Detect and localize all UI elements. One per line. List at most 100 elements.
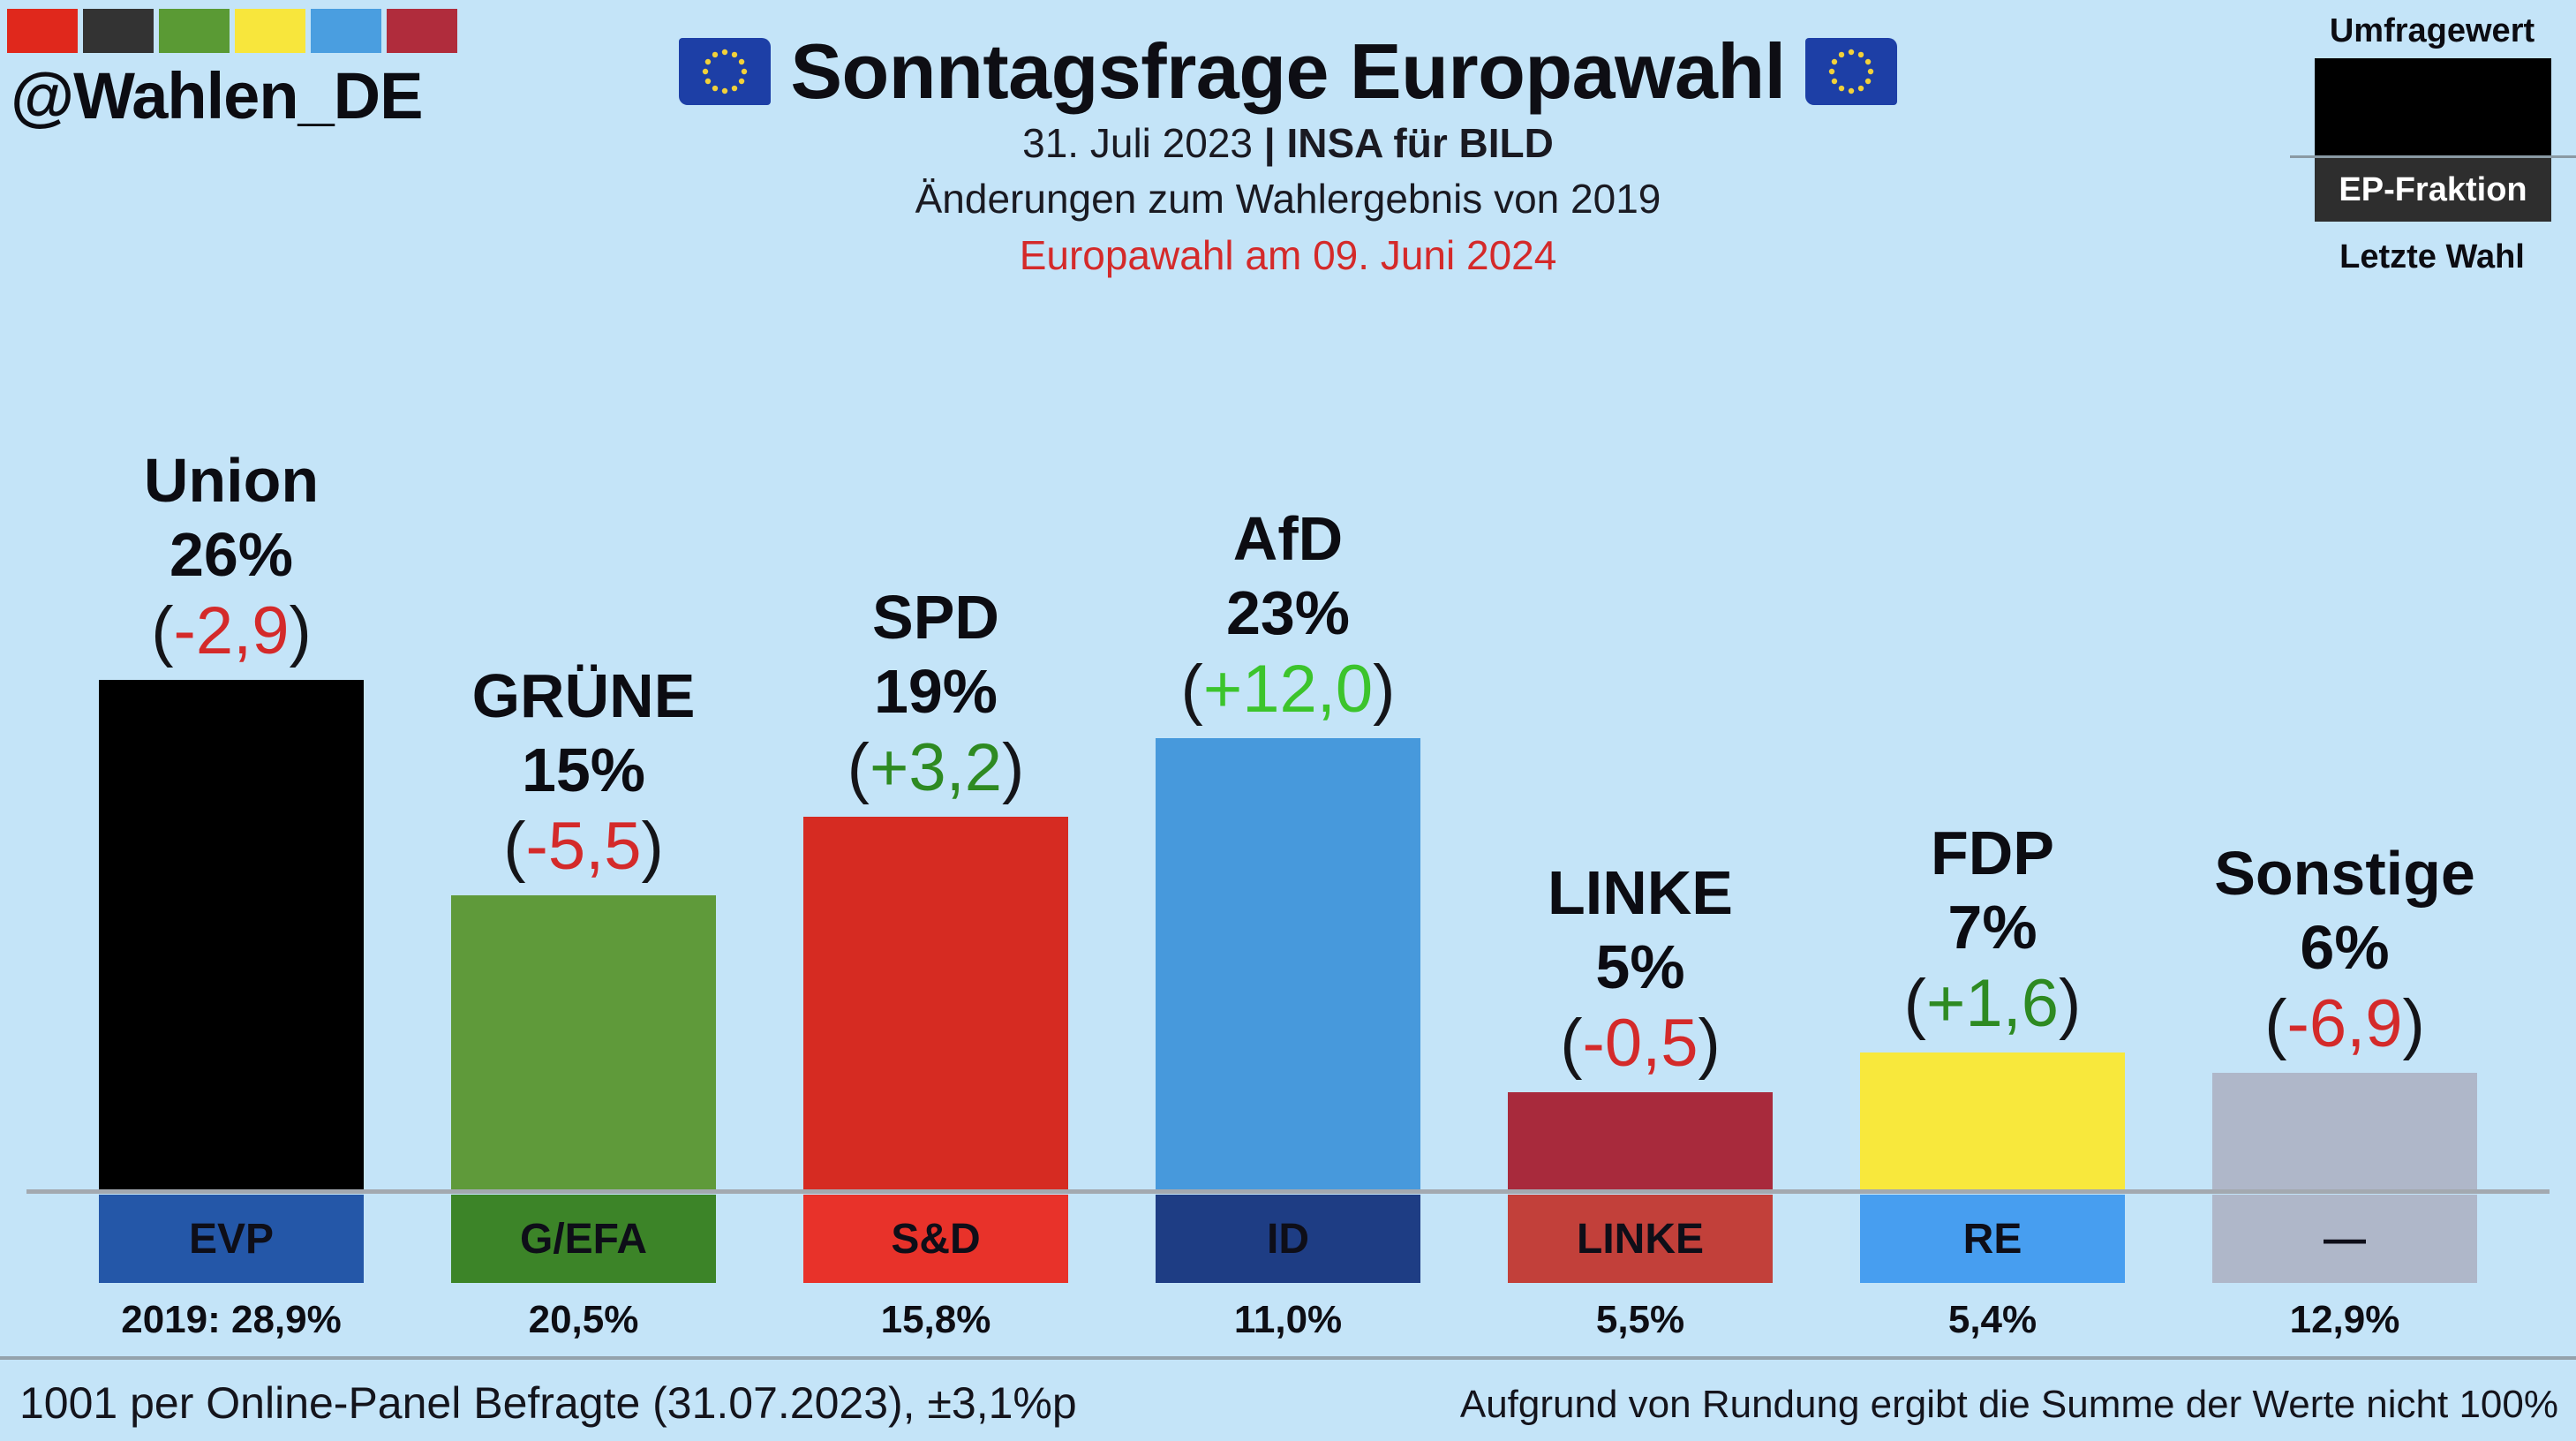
party-percentage: 6% <box>2300 912 2390 982</box>
poll-institute: INSA für BILD <box>1286 120 1554 166</box>
ep-group-label: RE <box>1860 1195 2125 1283</box>
party-name: Sonstige <box>2214 838 2475 908</box>
party-change: (-5,5) <box>503 809 664 885</box>
color-swatch <box>83 9 154 53</box>
star-icon <box>739 78 745 85</box>
party-change: (-6,9) <box>2264 985 2425 1061</box>
party-change: (-2,9) <box>151 592 312 668</box>
party-name: Union <box>143 445 320 515</box>
bar-4 <box>1508 1091 1773 1190</box>
star-icon <box>705 78 712 85</box>
bar-label-stack: SPD 19% (+3,2) <box>777 580 1095 808</box>
party-change: (+3,2) <box>847 730 1025 806</box>
legend-baseline <box>2290 155 2576 158</box>
bar-label-stack: Sonstige 6% (-6,9) <box>2186 836 2504 1064</box>
star-icon <box>1838 51 1844 58</box>
color-swatch <box>311 9 381 53</box>
bar-0 <box>99 679 364 1190</box>
page-title: Sonntagsfrage Europawahl <box>790 27 1786 115</box>
legend-last-election-label: Letzte Wahl <box>2339 238 2525 275</box>
bar-3 <box>1156 738 1420 1190</box>
color-swatch <box>235 9 305 53</box>
star-icon <box>1857 51 1864 58</box>
footer-divider <box>0 1356 2576 1360</box>
ep-group-label: G/EFA <box>451 1195 716 1283</box>
account-handle: @Wahlen_DE <box>11 59 423 132</box>
chart-baseline <box>26 1189 2550 1194</box>
star-icon <box>1831 78 1837 85</box>
poll-date: 31. Juli 2023 <box>1022 120 1254 166</box>
legend-bar-sample <box>2315 58 2551 155</box>
star-icon <box>1867 68 1873 75</box>
bar-label-stack: GRÜNE 15% (-5,5) <box>425 659 742 886</box>
color-swatch <box>387 9 457 53</box>
star-icon <box>742 68 748 75</box>
ep-group-label: ID <box>1156 1195 1420 1283</box>
party-name: AfD <box>1232 504 1344 574</box>
star-icon <box>732 51 738 58</box>
previous-result: 5,5% <box>1595 1298 1685 1341</box>
title-row: Sonntagsfrage Europawahl <box>0 26 2576 117</box>
bar-5 <box>1860 1052 2125 1190</box>
ep-group-label: LINKE <box>1508 1195 1773 1283</box>
party-name: GRÜNE <box>471 661 696 731</box>
star-icon <box>1864 78 1871 85</box>
previous-result: 15,8% <box>880 1298 991 1341</box>
star-icon <box>703 68 709 75</box>
separator: | <box>1263 120 1276 166</box>
star-icon <box>1838 85 1844 92</box>
bar-label-stack: FDP 7% (+1,6) <box>1834 816 2151 1044</box>
eu-flag-icon <box>679 38 772 105</box>
star-icon <box>712 85 719 92</box>
party-percentage: 15% <box>521 736 646 805</box>
party-color-swatches <box>7 9 457 53</box>
party-percentage: 19% <box>873 657 998 727</box>
party-percentage: 7% <box>1947 893 2037 962</box>
party-percentage: 23% <box>1225 578 1351 648</box>
bar-1 <box>451 895 716 1190</box>
legend-ep-group-sample: EP-Fraktion <box>2315 158 2551 222</box>
star-icon <box>732 85 738 92</box>
bar-6 <box>2212 1072 2477 1190</box>
bar-2 <box>803 817 1068 1190</box>
party-name: FDP <box>1931 819 2054 888</box>
ep-group-label: — <box>2212 1195 2477 1283</box>
star-icon <box>1828 68 1834 75</box>
previous-result: 12,9% <box>2289 1298 2400 1341</box>
star-icon <box>1848 49 1854 56</box>
star-icon <box>722 87 728 94</box>
party-change: (-0,5) <box>1560 1005 1721 1081</box>
star-icon <box>1831 58 1837 65</box>
bar-label-stack: LINKE 5% (-0,5) <box>1481 856 1799 1083</box>
star-icon <box>739 58 745 65</box>
party-percentage: 5% <box>1595 932 1685 1001</box>
legend-poll-value-label: Umfragewert <box>2329 12 2535 49</box>
previous-result: 5,4% <box>1947 1298 2037 1341</box>
eu-flag-icon <box>1804 38 1897 105</box>
party-name: LINKE <box>1548 857 1733 927</box>
poll-date-institute: 31. Juli 2023 | INSA für BILD <box>0 119 2576 167</box>
party-change: (+1,6) <box>1903 966 2082 1042</box>
color-swatch <box>159 9 230 53</box>
star-icon <box>1857 85 1864 92</box>
previous-result: 11,0% <box>1233 1298 1343 1341</box>
star-icon <box>705 58 712 65</box>
color-swatch <box>7 9 78 53</box>
previous-result: 20,5% <box>528 1298 639 1341</box>
star-icon <box>1864 58 1871 65</box>
party-name: SPD <box>872 583 999 653</box>
star-icon <box>1848 87 1854 94</box>
party-change: (+12,0) <box>1180 652 1396 728</box>
sample-info: 1001 per Online-Panel Befragte (31.07.20… <box>19 1378 1077 1428</box>
ep-group-label: EVP <box>99 1195 364 1283</box>
subtitle: Änderungen zum Wahlergebnis von 2019 <box>915 176 1661 222</box>
previous-result: 2019: 28,9% <box>121 1298 342 1341</box>
party-percentage: 26% <box>169 519 294 589</box>
rounding-note: Aufgrund von Rundung ergibt die Summe de… <box>1459 1383 2558 1426</box>
star-icon <box>712 51 719 58</box>
bar-label-stack: AfD 23% (+12,0) <box>1129 502 1447 729</box>
ep-group-label: S&D <box>803 1195 1068 1283</box>
star-icon <box>722 49 728 56</box>
bar-label-stack: Union 26% (-2,9) <box>72 443 390 671</box>
election-date-note: Europawahl am 09. Juni 2024 <box>1019 232 1557 278</box>
